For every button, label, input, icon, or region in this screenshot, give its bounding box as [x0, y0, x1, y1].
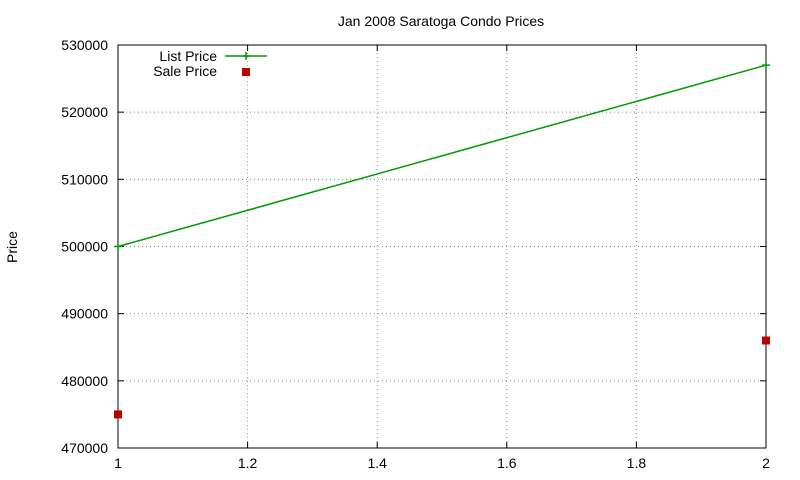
- data-point-sale-price: [762, 336, 770, 345]
- grid: [118, 45, 766, 448]
- x-tick-label: 1: [114, 455, 122, 471]
- y-tick-label: 520000: [61, 104, 108, 120]
- y-tick-label: 470000: [61, 440, 108, 456]
- legend-label-sale-price: Sale Price: [153, 63, 217, 79]
- legend-entry-list-price: List Price: [159, 48, 267, 64]
- chart-title: Jan 2008 Saratoga Condo Prices: [338, 13, 544, 29]
- x-tick-label: 1.8: [627, 455, 647, 471]
- legend-marker-sale-price: [242, 68, 250, 76]
- legend-marker-list-price: [242, 52, 250, 60]
- y-tick-label: 480000: [61, 373, 108, 389]
- data-point-list-price: [762, 61, 770, 70]
- y-tick-label: 530000: [61, 37, 108, 53]
- x-tick-label: 1.6: [497, 455, 517, 471]
- x-tick-label: 2: [762, 455, 770, 471]
- legend: List Price Sale Price: [153, 48, 267, 79]
- data-point-sale-price: [114, 410, 122, 419]
- series-line-list-price: [117, 64, 767, 248]
- x-tick-label: 1.4: [367, 455, 387, 471]
- x-tick-label: 1.2: [238, 455, 258, 471]
- y-tick-label: 490000: [61, 306, 108, 322]
- y-tick-label: 500000: [61, 239, 108, 255]
- legend-label-list-price: List Price: [159, 48, 217, 64]
- legend-entry-sale-price: Sale Price: [153, 63, 250, 79]
- y-tick-label: 510000: [61, 171, 108, 187]
- series-layer: [114, 61, 770, 419]
- ticks: 1 1.2 1.4 1.6 1.8 2 470000 480000 490000 500000 51…: [61, 37, 770, 471]
- y-axis-label: Price: [4, 231, 20, 263]
- data-point-list-price: [114, 242, 122, 251]
